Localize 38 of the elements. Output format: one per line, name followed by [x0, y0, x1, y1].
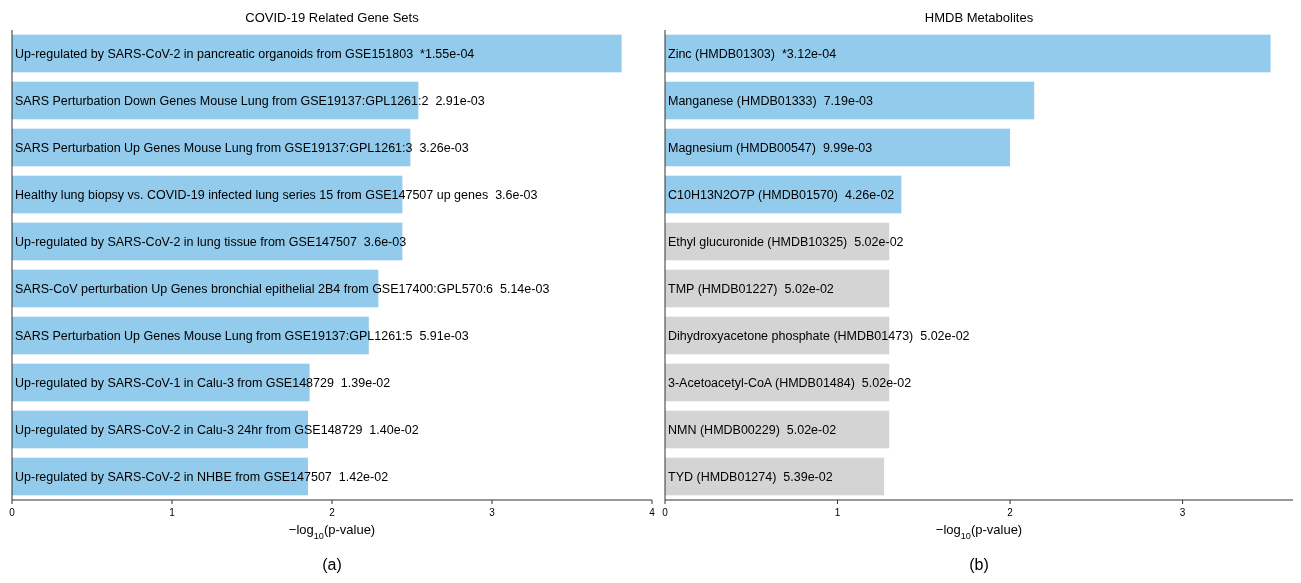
bar: [665, 81, 1035, 120]
text: (a): [322, 556, 342, 573]
chart-title: HMDB Metabolites: [924, 10, 1034, 25]
x-tick-label: 0: [662, 507, 669, 518]
x-tick-label: 3: [489, 507, 496, 518]
bar: [665, 34, 1271, 73]
x-tick-label: 1: [834, 507, 841, 518]
y-tick-label: Dihydroxyacetone phosphate (HMDB01473) 5.02e-02: [668, 328, 970, 343]
y-tick-label: Zinc (HMDB01303) *3.12e-04: [668, 46, 837, 61]
x-axis-title: −log$_{10}$(p-value): [288, 522, 376, 541]
y-tick-label: Manganese (HMDB01333) 7.19e-03: [668, 93, 874, 108]
y-tick-label: SARS Perturbation Down Genes Mouse Lung from GSE19137:GPL1261:2 2.91e-03: [15, 93, 485, 108]
y-tick-label: TYD (HMDB01274) 5.39e-02: [668, 469, 833, 484]
y-tick-label: NMN (HMDB00229) 5.02e-02: [668, 422, 837, 437]
y-tick-label: Up-regulated by SARS-CoV-2 in NHBE from GSE147507 1.42e-02: [15, 469, 389, 484]
y-tick-label: SARS-CoV perturbation Up Genes bronchial epithelial 2B4 from GSE17400:GPL570:6 5.14e-03: [15, 281, 550, 296]
x-axis-title: −log$_{10}$(p-value): [935, 522, 1023, 541]
x-tick-label: 3: [1179, 507, 1186, 518]
text: (b): [969, 556, 989, 573]
y-tick-label: Ethyl glucuronide (HMDB10325) 5.02e-02: [668, 234, 904, 249]
x-tick-label: 2: [1007, 507, 1014, 518]
y-tick-label: Up-regulated by SARS-CoV-2 in lung tissue from GSE147507 3.6e-03: [15, 234, 407, 249]
x-tick-label: 2: [329, 507, 336, 518]
y-tick-label: C10H13N2O7P (HMDB01570) 4.26e-02: [668, 187, 895, 202]
y-tick-label: 3-Acetoacetyl-CoA (HMDB01484) 5.02e-02: [668, 375, 912, 390]
x-tick-label: 0: [9, 507, 16, 518]
x-tick-label: 1: [169, 507, 176, 518]
y-tick-label: SARS Perturbation Up Genes Mouse Lung from GSE19137:GPL1261:3 3.26e-03: [15, 140, 469, 155]
y-tick-label: SARS Perturbation Up Genes Mouse Lung from GSE19137:GPL1261:5 5.91e-03: [15, 328, 469, 343]
chart-title: COVID-19 Related Gene Sets: [245, 10, 420, 25]
y-tick-label: Up-regulated by SARS-CoV-1 in Calu-3 from GSE148729 1.39e-02: [15, 375, 391, 390]
y-tick-label: Up-regulated by SARS-CoV-2 in Calu-3 24hr from GSE148729 1.40e-02: [15, 422, 419, 437]
bar: [665, 128, 1011, 167]
y-tick-label: Healthy lung biopsy vs. COVID-19 infected lung series 15 from GSE147507 up genes 3.6e-03: [15, 187, 538, 202]
y-tick-label: Up-regulated by SARS-CoV-2 in pancreatic organoids from GSE151803 *1.55e-04: [15, 46, 475, 61]
x-tick-label: 4: [649, 507, 656, 518]
y-tick-label: TMP (HMDB01227) 5.02e-02: [668, 281, 834, 296]
y-tick-label: Magnesium (HMDB00547) 9.99e-03: [668, 140, 873, 155]
